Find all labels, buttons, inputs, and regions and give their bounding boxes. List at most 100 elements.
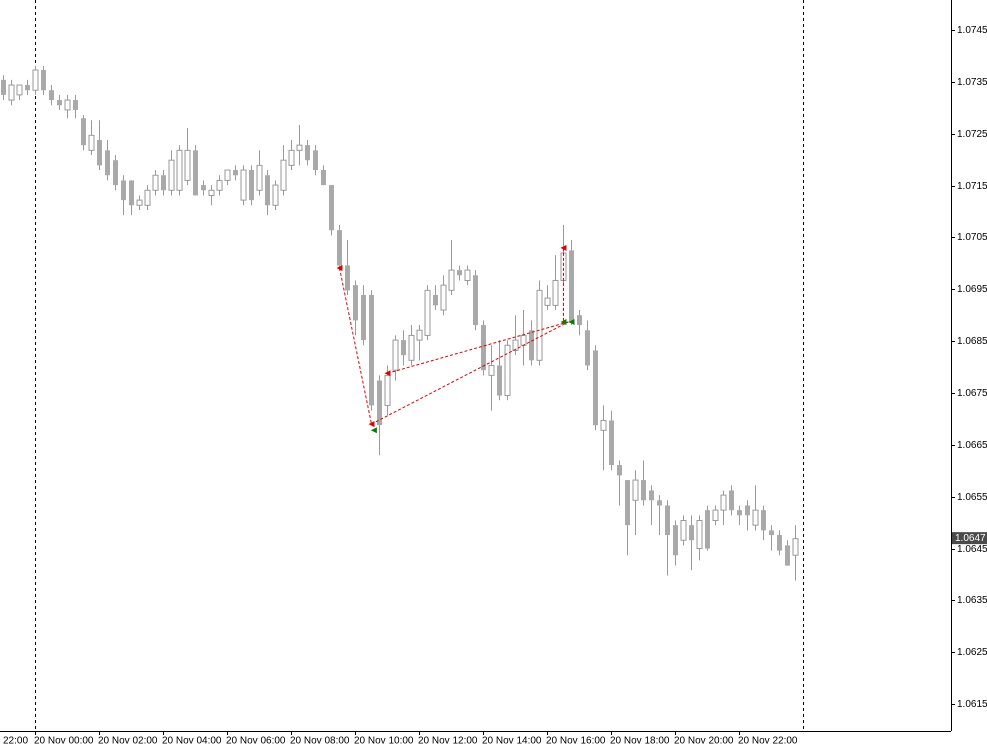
- candle-body: [88, 134, 95, 151]
- candle-body: [105, 150, 110, 176]
- last-price-box: [952, 532, 987, 545]
- candle-body: [416, 329, 423, 341]
- x-tick-label: 20 Nov 12:00: [418, 736, 478, 746]
- candle-body: [184, 149, 191, 181]
- candle-body: [657, 500, 662, 506]
- x-tick-label: 20 Nov 20:00: [674, 736, 734, 746]
- pattern-marker: [560, 318, 567, 325]
- candle-body: [152, 174, 159, 191]
- candle-body: [377, 380, 382, 426]
- x-tick-label: 20 Nov 14:00: [482, 736, 542, 746]
- candle-body: [752, 509, 759, 526]
- candle-body: [536, 289, 543, 361]
- x-tick-label: 20 Nov 18:00: [610, 736, 670, 746]
- pattern-marker: [384, 370, 391, 377]
- candle-body: [168, 159, 175, 191]
- candle-body: [144, 189, 151, 206]
- candle-body: [249, 170, 254, 201]
- y-tick-label: 1.0735: [957, 77, 987, 88]
- pattern-marker: [568, 318, 575, 325]
- candle-body: [560, 252, 567, 281]
- candle-body: [680, 520, 687, 541]
- candle-body: [689, 525, 694, 541]
- candle-body: [73, 100, 78, 110]
- candle-body: [497, 365, 502, 396]
- candle-body: [408, 334, 415, 361]
- x-tick-label: 20 Nov 10:00: [354, 736, 414, 746]
- candle-body: [609, 420, 614, 466]
- candle-body: [625, 480, 630, 526]
- candle-body: [272, 184, 279, 206]
- x-tick-label: 20 Nov 16:00: [546, 736, 606, 746]
- candle-body: [720, 494, 727, 511]
- candle-body: [577, 315, 582, 326]
- candle-body: [1, 79, 6, 95]
- y-tick-label: 1.0695: [957, 284, 987, 295]
- y-tick-label: 1.0635: [957, 595, 987, 606]
- y-tick-label: 1.0725: [957, 129, 987, 140]
- candle-body: [785, 545, 790, 566]
- candle-body: [265, 175, 270, 206]
- x-tick-label: 20 Nov 04:00: [162, 736, 222, 746]
- candle-body: [481, 325, 486, 371]
- candle-body: [569, 250, 574, 323]
- candle-body: [353, 285, 358, 321]
- candle-body: [113, 160, 118, 186]
- candle-body: [280, 159, 287, 191]
- y-tick-label: 1.0675: [957, 388, 987, 399]
- candle-body: [529, 330, 534, 361]
- candle-body: [488, 365, 495, 376]
- candle-body: [792, 538, 799, 556]
- candle-body: [161, 175, 166, 191]
- y-tick-label: 1.0685: [957, 336, 987, 347]
- y-tick-label: 1.0715: [957, 181, 987, 192]
- candle-body: [504, 344, 511, 397]
- candle-body: [769, 530, 774, 536]
- candle-body: [457, 270, 462, 276]
- candle-body: [296, 144, 303, 151]
- candle-body: [201, 185, 206, 191]
- pattern-marker: [560, 244, 567, 251]
- candle-body: [32, 69, 39, 91]
- candle-body: [329, 185, 334, 231]
- candle-body: [552, 279, 559, 306]
- candle-body: [737, 510, 742, 516]
- y-tick-label: 1.0615: [957, 699, 987, 710]
- candle-body: [25, 85, 30, 91]
- candle-body: [193, 150, 198, 196]
- candle-body: [464, 269, 471, 281]
- candle-body: [392, 339, 399, 371]
- candle-body: [313, 150, 318, 171]
- x-tick-label: 20 Nov 08:00: [290, 736, 350, 746]
- candle-body: [97, 139, 102, 166]
- candle-body: [216, 179, 223, 191]
- candle-body: [8, 84, 15, 101]
- x-tick-label: 20 Nov 00:00: [34, 736, 94, 746]
- candle-body: [361, 294, 366, 341]
- pattern-marker: [370, 427, 377, 434]
- y-tick-label: 1.0655: [957, 492, 987, 503]
- candle-body: [176, 149, 183, 191]
- y-tick-label: 1.0705: [957, 232, 987, 243]
- candle-body: [256, 164, 263, 191]
- candle-body: [345, 265, 350, 291]
- candle-body: [673, 525, 678, 556]
- candle-body: [81, 118, 86, 146]
- x-tick-label: 20 Nov 06:00: [226, 736, 286, 746]
- candle-body: [337, 230, 342, 266]
- candle-body: [305, 145, 310, 161]
- candle-body: [369, 294, 374, 406]
- pattern-marker: [336, 265, 343, 272]
- y-tick-label: 1.0625: [957, 647, 987, 658]
- candle-body: [705, 510, 710, 549]
- candle-body: [57, 100, 62, 106]
- candle-body: [384, 374, 391, 406]
- candle-body: [321, 170, 326, 186]
- candle-body: [136, 199, 143, 206]
- pattern-line: [339, 267, 372, 425]
- candle-body: [712, 509, 719, 522]
- pattern-line: [371, 321, 569, 425]
- y-tick-label: 1.0745: [957, 25, 987, 36]
- candle-body: [745, 505, 750, 516]
